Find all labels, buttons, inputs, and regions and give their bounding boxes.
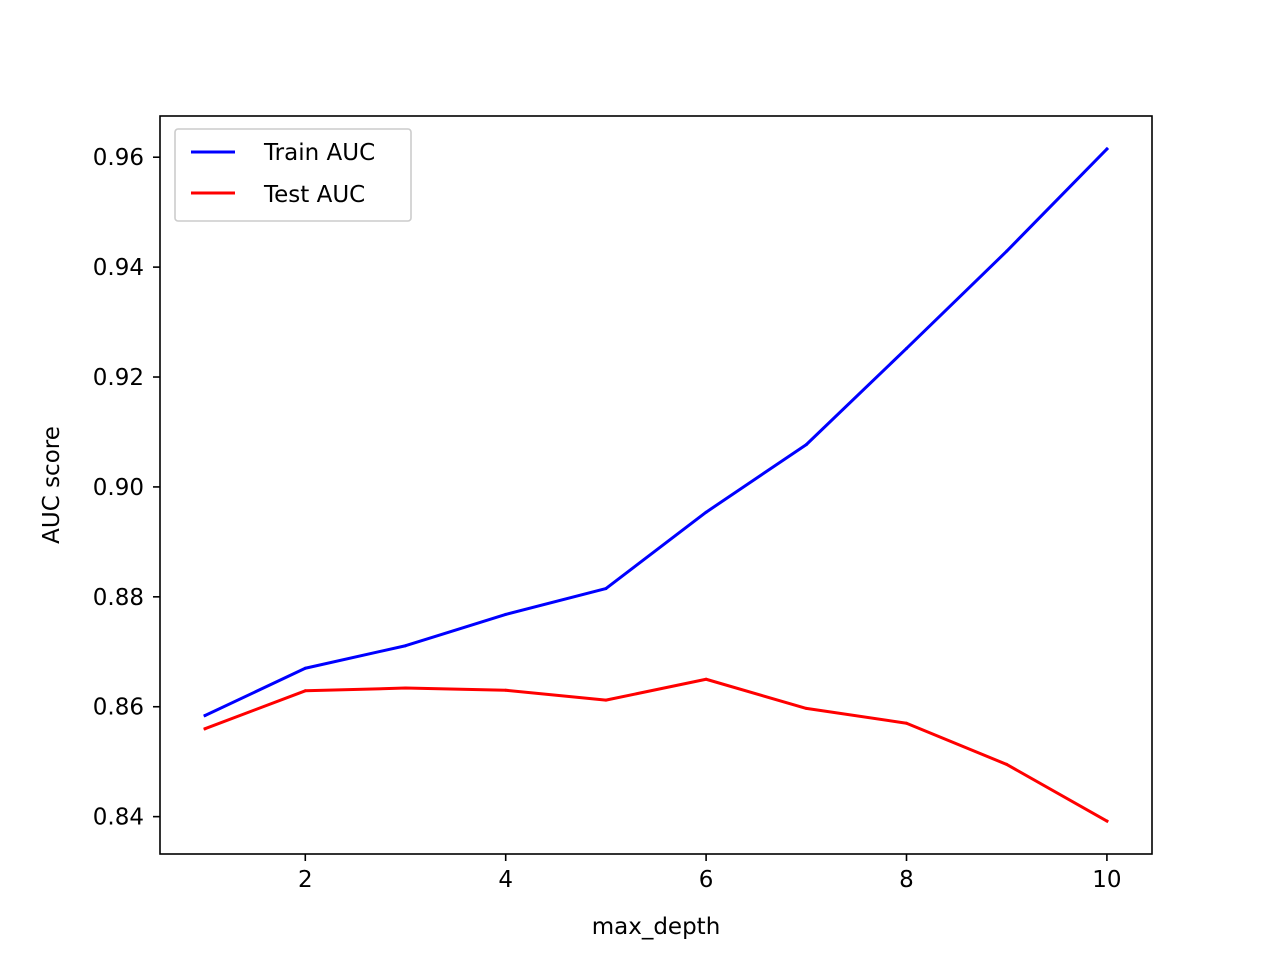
data-point-train-auc-8 — [905, 346, 909, 350]
plot-area — [160, 116, 1152, 854]
x-axis-title: max_depth — [592, 914, 721, 940]
series-line-train-auc — [203, 146, 1110, 718]
data-point-train-auc-7 — [804, 443, 808, 447]
data-point-test-auc-7 — [804, 706, 808, 710]
y-axis-title: AUC score — [39, 426, 65, 544]
x-tick-label-10: 10 — [1092, 867, 1121, 893]
plot-frame — [159, 115, 1153, 855]
x-tick-label-6: 6 — [699, 867, 714, 893]
data-point-train-auc-10 — [1105, 147, 1109, 151]
x-tick-label-8: 8 — [899, 867, 914, 893]
series-layer — [203, 146, 1110, 824]
data-point-test-auc-9 — [1005, 762, 1009, 766]
x-axis-ticks: 2 4 6 8 10 — [298, 854, 1122, 893]
legend-label-test-auc: Test AUC — [263, 182, 365, 208]
data-point-train-auc-5 — [604, 587, 608, 591]
data-point-test-auc-2 — [303, 689, 307, 693]
data-point-train-auc-1 — [203, 714, 207, 718]
data-point-train-auc-4 — [504, 612, 508, 616]
y-tick-label-0.88: 0.88 — [93, 585, 144, 611]
data-point-train-auc-3 — [403, 644, 407, 648]
data-point-train-auc-9 — [1005, 249, 1009, 253]
data-point-test-auc-5 — [604, 698, 608, 702]
x-tick-label-4: 4 — [498, 867, 513, 893]
data-point-test-auc-3 — [403, 686, 407, 690]
y-tick-label-0.92: 0.92 — [93, 365, 144, 391]
data-point-test-auc-6 — [704, 677, 708, 681]
data-point-test-auc-1 — [203, 727, 207, 731]
data-point-train-auc-6 — [704, 510, 708, 514]
data-point-test-auc-8 — [905, 721, 909, 725]
data-point-test-auc-10 — [1105, 819, 1109, 823]
y-axis-ticks: 0.84 0.86 0.88 0.90 0.92 0.94 0.96 — [93, 145, 160, 831]
y-tick-label-0.90: 0.90 — [93, 475, 144, 501]
data-point-test-auc-4 — [504, 688, 508, 692]
y-tick-label-0.94: 0.94 — [93, 255, 144, 281]
legend: Train AUC Test AUC — [174, 128, 412, 222]
y-tick-label-0.96: 0.96 — [93, 145, 144, 171]
x-tick-label-2: 2 — [298, 867, 313, 893]
y-tick-label-0.84: 0.84 — [93, 805, 144, 831]
data-point-train-auc-2 — [303, 666, 307, 670]
series-line-test-auc — [203, 677, 1109, 824]
legend-label-train-auc: Train AUC — [263, 140, 375, 166]
y-tick-label-0.86: 0.86 — [93, 695, 144, 721]
